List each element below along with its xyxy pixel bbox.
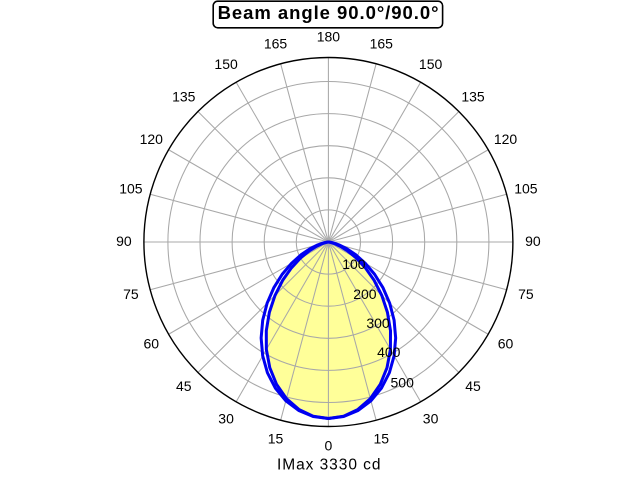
svg-text:75: 75	[123, 286, 139, 302]
svg-text:Beam angle 90.0°/90.0°: Beam angle 90.0°/90.0°	[218, 2, 440, 23]
svg-text:400: 400	[377, 344, 401, 360]
svg-text:90: 90	[525, 233, 541, 249]
svg-text:500: 500	[391, 375, 415, 391]
svg-text:45: 45	[176, 378, 192, 394]
svg-text:75: 75	[518, 286, 534, 302]
svg-text:IMax 3330 cd: IMax 3330 cd	[277, 457, 381, 474]
svg-text:15: 15	[268, 431, 284, 447]
svg-text:165: 165	[370, 36, 394, 52]
svg-text:150: 150	[419, 56, 443, 72]
svg-text:60: 60	[498, 335, 514, 351]
svg-text:30: 30	[423, 410, 439, 426]
svg-text:120: 120	[140, 131, 164, 147]
svg-text:105: 105	[514, 180, 538, 196]
svg-text:105: 105	[119, 180, 143, 196]
svg-text:120: 120	[494, 131, 518, 147]
svg-text:300: 300	[366, 315, 390, 331]
svg-text:135: 135	[461, 89, 485, 105]
svg-text:15: 15	[374, 431, 390, 447]
svg-text:90: 90	[116, 233, 132, 249]
svg-text:165: 165	[264, 36, 288, 52]
svg-text:135: 135	[172, 89, 196, 105]
svg-text:60: 60	[144, 335, 160, 351]
svg-text:30: 30	[218, 410, 234, 426]
svg-text:0: 0	[325, 438, 333, 454]
svg-text:180: 180	[317, 29, 341, 45]
svg-text:200: 200	[353, 286, 377, 302]
svg-text:150: 150	[214, 56, 238, 72]
svg-text:100: 100	[342, 256, 366, 272]
svg-text:45: 45	[465, 378, 481, 394]
